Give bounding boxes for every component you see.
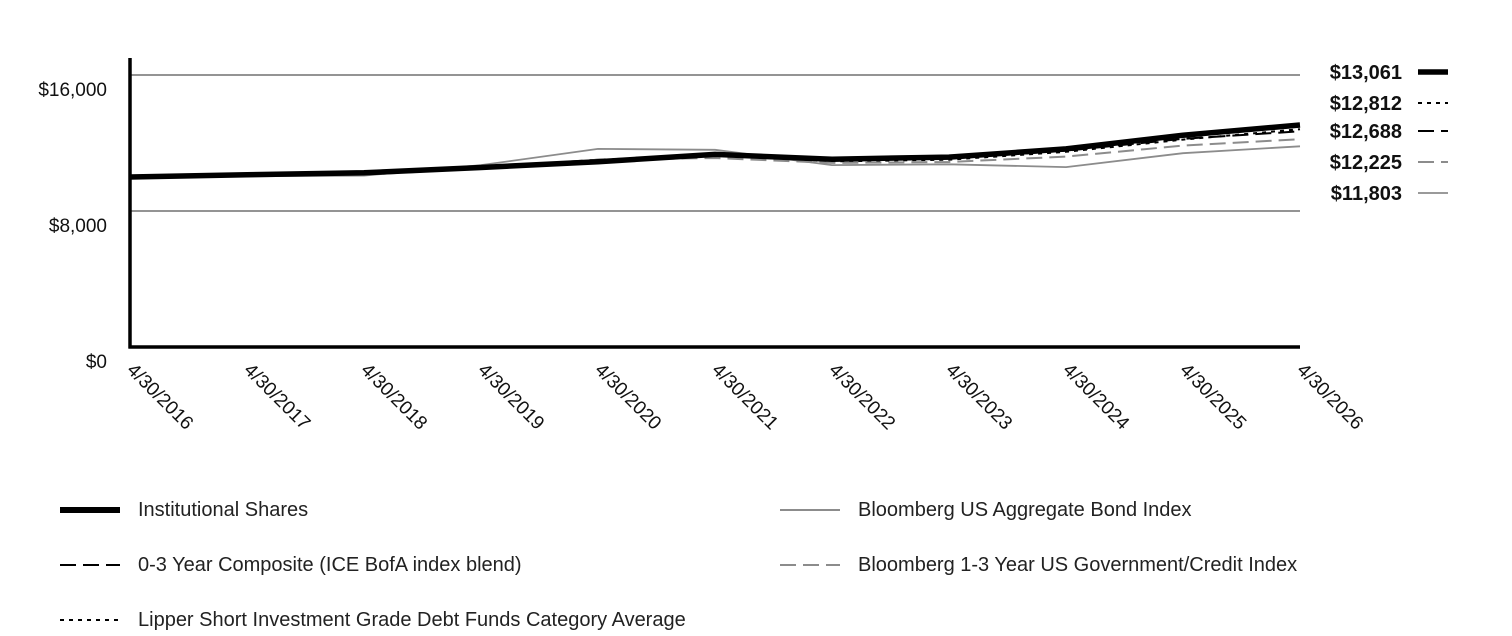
- y-tick-label: $8,000: [49, 216, 107, 237]
- x-tick-label: 4/30/2023: [941, 360, 1016, 435]
- end-value-label: $11,803: [1331, 183, 1402, 205]
- x-tick-label: 4/30/2019: [473, 360, 548, 435]
- x-tick-label: 4/30/2024: [1058, 360, 1133, 435]
- x-tick-label: 4/30/2022: [824, 360, 899, 435]
- x-tick-label: 4/30/2017: [239, 360, 314, 435]
- end-value-label: $12,812: [1330, 93, 1402, 115]
- x-tick-label: 4/30/2025: [1175, 360, 1250, 435]
- end-value-label: $12,688: [1330, 121, 1402, 143]
- x-tick-label: 4/30/2021: [707, 360, 782, 435]
- end-value-label: $12,225: [1330, 152, 1402, 174]
- x-tick-label: 4/30/2020: [590, 360, 665, 435]
- x-tick-label: 4/30/2026: [1292, 360, 1367, 435]
- y-tick-label: $0: [86, 352, 107, 373]
- x-tick-label: 4/30/2016: [122, 360, 197, 435]
- x-tick-label: 4/30/2018: [356, 360, 431, 435]
- y-tick-label: $16,000: [38, 80, 107, 101]
- end-value-label: $13,061: [1330, 62, 1402, 84]
- series-line-0: [129, 122, 1301, 180]
